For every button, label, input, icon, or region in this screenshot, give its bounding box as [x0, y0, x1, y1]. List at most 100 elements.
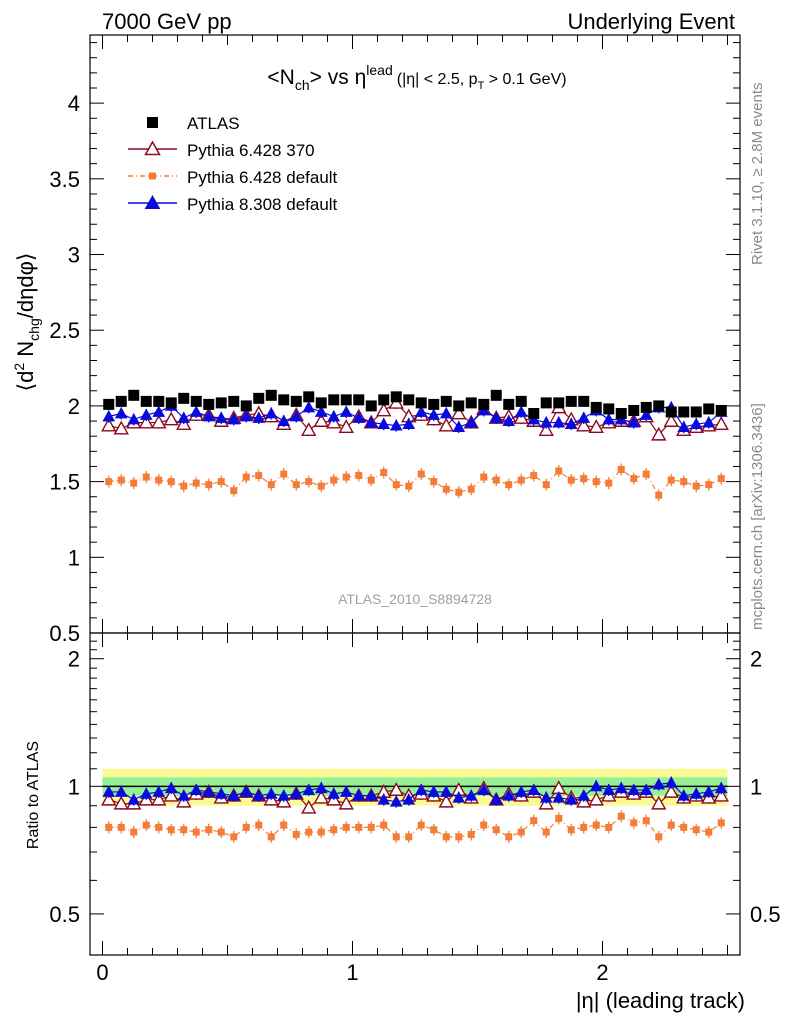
ratio-pythia8-default-point	[564, 793, 578, 805]
ratio-pythia6-default-point	[655, 833, 663, 841]
main-pythia6-370-point	[376, 402, 392, 417]
ratio-pythia6-default-point	[205, 826, 213, 834]
ratio-pythia6-default-point	[242, 823, 250, 831]
ratio-pythia6-default-point	[467, 830, 475, 838]
ratio-pythia6-default-point	[617, 812, 625, 820]
main-atlas-point	[303, 391, 315, 403]
ratio-pythia6-default-point	[105, 823, 113, 831]
main-pythia8-default-point	[677, 420, 691, 433]
ratio-pythia8-default-point	[664, 776, 678, 788]
main-pythia8-default-point	[302, 400, 316, 413]
main-atlas-point	[690, 406, 702, 418]
main-pythia6-default-point	[505, 481, 513, 489]
main-pythia8-default-point	[339, 405, 353, 417]
ratio-pythia6-default-point	[305, 828, 313, 836]
main-atlas-point	[440, 395, 452, 407]
main-pythia6-default-point	[342, 473, 350, 481]
main-pythia8-default-point	[227, 413, 241, 425]
ratio-pythia8-default-point	[377, 793, 391, 805]
main-atlas-point	[315, 397, 327, 409]
main-atlas-point	[465, 397, 477, 409]
ratio-y-tick-label-right-1: 1	[750, 774, 762, 799]
main-pythia6-default-point	[280, 470, 288, 478]
main-pythia6-370-point	[138, 414, 154, 429]
main-pythia6-370-point	[576, 417, 592, 432]
ratio-pythia8-default-point	[277, 789, 291, 801]
main-pythia6-default-line	[108, 468, 722, 497]
ratio-pythia8-default-point	[352, 789, 366, 801]
main-atlas-series	[103, 389, 727, 419]
main-atlas-point	[653, 400, 665, 412]
ratio-pythia6-370-point	[301, 799, 317, 814]
ratio-pythia8-default-point	[527, 783, 541, 795]
main-pythia8-default-point	[127, 413, 141, 425]
main-pythia8-default-point	[539, 416, 553, 428]
main-pythia8-default-point	[139, 408, 153, 420]
main-atlas-point	[553, 397, 565, 409]
main-pythia6-default-point	[617, 465, 625, 473]
main-atlas-point	[203, 398, 215, 410]
main-pythia6-370-point	[651, 426, 667, 441]
ratio-pythia8-default-point	[102, 785, 116, 797]
main-atlas-point	[578, 395, 590, 407]
ratio-pythia6-default-point	[680, 823, 688, 831]
ratio-pythia8-default-point	[477, 783, 491, 795]
main-pythia6-default-series	[105, 463, 725, 502]
ratio-pythia6-370-point	[651, 795, 667, 810]
ratio-pythia8-default-point	[152, 785, 166, 797]
main-pythia6-default-point	[705, 481, 713, 489]
main-pythia8-default-point	[427, 408, 441, 420]
mcplots-label: mcplots.cern.ch [arXiv:1306.3436]	[749, 403, 766, 630]
legend-entry-atlas: ATLAS	[147, 114, 240, 133]
ratio-pythia6-default-point	[505, 833, 513, 841]
ratio-pythia8-default-point	[539, 791, 553, 803]
ratio-pythia6-default-point	[592, 821, 600, 829]
main-pythia6-default-point	[167, 478, 175, 486]
ratio-pythia8-default-point	[389, 795, 403, 807]
main-y-tick-label-6: 3.5	[49, 167, 80, 192]
ratio-pythia6-default-point	[630, 819, 638, 827]
main-pythia6-default-point	[567, 476, 575, 484]
ratio-pythia6-default-point	[530, 817, 538, 825]
plot-title: <Nch> vs ηlead(|η| < 2.5, pT > 0.1 GeV)	[267, 62, 566, 93]
ratio-pythia6-default-point	[555, 814, 563, 822]
ratio-pythia6-default-point	[117, 823, 125, 831]
main-pythia6-default-point	[255, 472, 263, 480]
ratio-pythia8-default-point	[177, 789, 191, 801]
ratio-pythia6-default-point	[405, 833, 413, 841]
main-pythia6-default-point	[442, 485, 450, 493]
ratio-pythia6-default-point	[317, 828, 325, 836]
ratio-pythia6-370-point	[163, 787, 179, 802]
ratio-pythia6-default-point	[455, 833, 463, 841]
ratio-pythia8-default-point	[652, 777, 666, 790]
ratio-pythia6-default-point	[367, 823, 375, 831]
ratio-pythia8-default-point	[289, 787, 303, 799]
main-pythia6-default-point	[380, 469, 388, 477]
main-y-tick-label-4: 2.5	[49, 318, 80, 343]
main-y-tick-label-5: 3	[68, 243, 80, 268]
main-pythia6-default-point	[417, 470, 425, 478]
ratio-y-tick-label-1: 1	[68, 774, 80, 799]
ratio-pythia6-default-point	[717, 819, 725, 827]
main-y-ticks: 0.5 1 1.5 2 2.5 3 3.5 4	[49, 42, 740, 646]
ratio-pythia6-default-point	[642, 817, 650, 825]
main-pythia6-default-point	[105, 478, 113, 486]
ratio-pythia6-370-point	[713, 787, 729, 802]
ratio-y-tick-label-right-0: 0.5	[750, 902, 781, 927]
main-pythia6-default-point	[192, 479, 200, 487]
svg-text:Pythia 8.308 default: Pythia 8.308 default	[187, 195, 338, 214]
main-pythia6-default-point	[242, 473, 250, 481]
main-atlas-point	[290, 395, 302, 407]
ratio-pythia6-default-point	[330, 826, 338, 834]
ratio-pythia8-default-point	[127, 793, 141, 805]
main-y-axis-label: ⟨d2 Nchg/dηdφ⟩	[11, 253, 42, 392]
analysis-watermark: ATLAS_2010_S8894728	[338, 591, 492, 607]
ratio-pythia6-370-point	[663, 783, 679, 798]
main-pythia6-370-point	[451, 405, 467, 420]
ratio-pythia8-default-point	[139, 787, 153, 799]
ratio-pythia8-default-point	[464, 789, 478, 801]
ratio-y-axis-label: Ratio to ATLAS	[25, 741, 42, 849]
main-atlas-point	[590, 401, 602, 413]
main-atlas-point	[453, 400, 465, 412]
main-atlas-point	[253, 392, 265, 404]
